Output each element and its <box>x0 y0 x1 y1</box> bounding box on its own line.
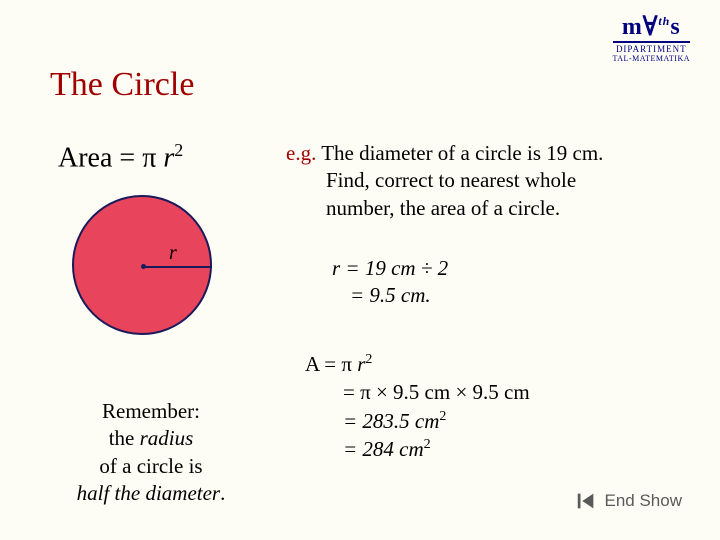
radius-calc: r = 19 cm ÷ 2 = 9.5 cm. <box>332 255 448 310</box>
area-calc-l2: = π × 9.5 cm × 9.5 cm <box>343 378 530 406</box>
radius-line <box>144 266 212 268</box>
formula-prefix: Area = <box>58 142 142 173</box>
example-l1: e.g. The diameter of a circle is 19 cm. <box>286 140 686 167</box>
area-calc-l4: = 284 cm2 <box>343 435 530 463</box>
skip-back-icon <box>575 490 597 512</box>
area-calc-head: A = π r2 <box>305 350 530 378</box>
example-l2: Find, correct to nearest whole <box>326 167 686 194</box>
eg-label: e.g. <box>286 141 316 165</box>
remember-l2: the radius <box>56 425 246 452</box>
radius-calc-l2: = 9.5 cm. <box>350 282 448 309</box>
end-show-button[interactable]: End Show <box>565 484 693 518</box>
dept-logo: m∀ths DIPARTIMENT TAL-MATEMATIKA <box>613 12 690 63</box>
remember-l3: of a circle is <box>56 453 246 480</box>
circle-shape: r <box>72 195 212 335</box>
end-show-label: End Show <box>605 491 683 511</box>
remember-l4: half the diameter. <box>56 480 246 507</box>
pi-symbol: π <box>142 142 156 173</box>
formula-exp: 2 <box>174 140 183 160</box>
remember-note: Remember: the radius of a circle is half… <box>56 398 246 507</box>
formula-r: r <box>163 142 174 173</box>
area-formula: Area = π r2 <box>58 140 183 174</box>
logo-subtitle-2: TAL-MATEMATIKA <box>613 54 690 63</box>
logo-wordmark: m∀ths <box>613 12 690 43</box>
area-calc: A = π r2 = π × 9.5 cm × 9.5 cm = 283.5 c… <box>305 350 530 463</box>
remember-l1: Remember: <box>56 398 246 425</box>
circle-diagram: r <box>72 195 212 335</box>
logo-subtitle-1: DIPARTIMENT <box>613 44 690 54</box>
example-l3: number, the area of a circle. <box>326 195 686 222</box>
example-text: e.g. The diameter of a circle is 19 cm. … <box>286 140 686 222</box>
area-calc-l3: = 283.5 cm2 <box>343 407 530 435</box>
radius-label: r <box>169 242 177 265</box>
radius-calc-l1: r = 19 cm ÷ 2 <box>332 255 448 282</box>
slide-title: The Circle <box>50 66 194 104</box>
